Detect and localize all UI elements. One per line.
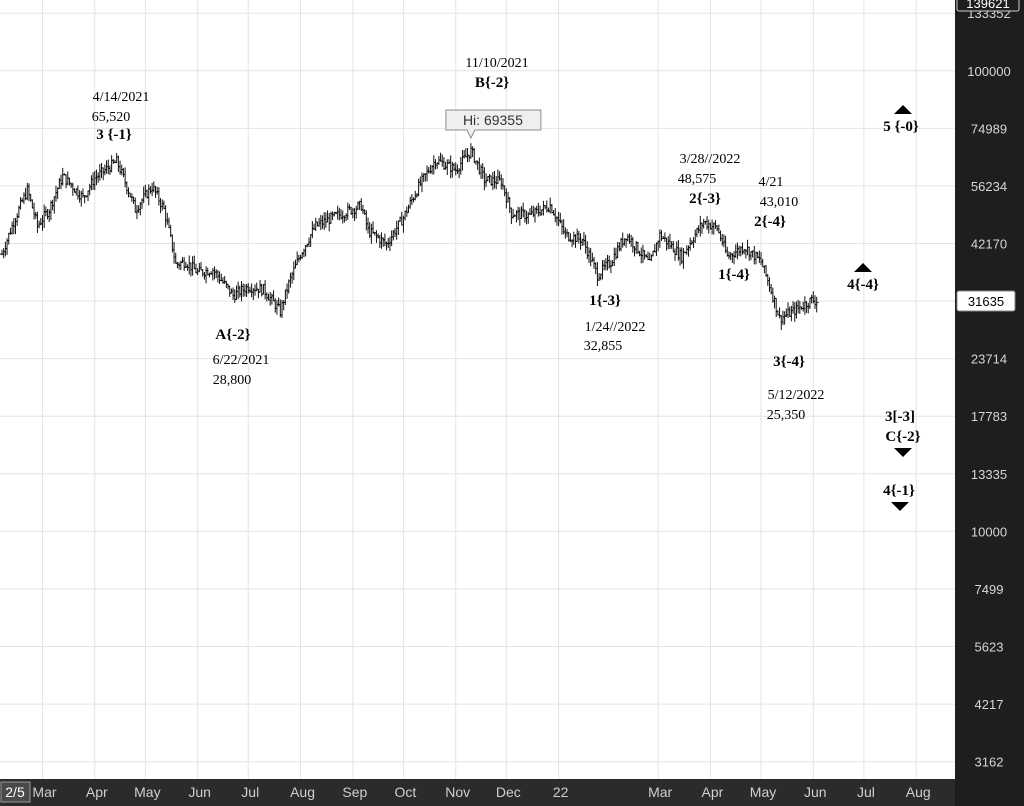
current-price-box bbox=[956, 290, 1016, 312]
y-tick-label: 10000 bbox=[971, 524, 1007, 539]
annotation-apr21-line: 4/21 bbox=[759, 175, 784, 190]
hi-callout-label: Hi: 69355 bbox=[463, 112, 523, 128]
projection-4-1-label: 4{-1} bbox=[883, 483, 915, 499]
hi-callout-box bbox=[445, 109, 542, 140]
annotation-apr21-line: 2{-4} bbox=[754, 214, 786, 230]
annotation-jan24-line: 1/24//2022 bbox=[585, 320, 646, 335]
y-tick-label: 23714 bbox=[971, 352, 1007, 367]
x-tick-label: 22 bbox=[553, 784, 569, 800]
x-tick-label: Dec bbox=[496, 784, 521, 800]
price-bars bbox=[0, 143, 819, 330]
y-tick-label: 42170 bbox=[971, 236, 1007, 251]
wave-annotations: Hi: 69355 4/14/2021 65,520 3 {-1} A{-2} 6/22/… bbox=[92, 56, 921, 511]
annotation-mar28-line: 3/28//2022 bbox=[680, 152, 741, 167]
projection-3-3-c-2-label2: C{-2} bbox=[885, 429, 920, 445]
y-tick-label: 5623 bbox=[975, 640, 1004, 655]
annotation-jun22-line: 6/22/2021 bbox=[213, 353, 270, 368]
top-price-box bbox=[956, 0, 1020, 12]
annotation-may12-line: 5/12/2022 bbox=[768, 388, 825, 403]
x-tick-label: Aug bbox=[906, 784, 931, 800]
projection-4-4-label: 4{-4} bbox=[847, 277, 879, 293]
y-tick-label: 74989 bbox=[971, 121, 1007, 136]
annotation-nov10-line: B{-2} bbox=[475, 75, 509, 91]
time-axis-bar[interactable] bbox=[0, 779, 955, 806]
projection-4-4-arrow-icon bbox=[854, 263, 872, 272]
annotation-apr21-line: 43,010 bbox=[760, 195, 799, 210]
x-tick-label: Apr bbox=[86, 784, 108, 800]
x-tick-label: May bbox=[750, 784, 776, 800]
annotation-may12-line: 3{-4} bbox=[773, 354, 805, 370]
x-tick-label: Oct bbox=[395, 784, 417, 800]
annotation-apr14-line: 4/14/2021 bbox=[93, 90, 150, 105]
annotation-apr14-line: 65,520 bbox=[92, 110, 131, 125]
annotation-apr-wave1-line: 1{-4} bbox=[718, 267, 750, 283]
x-tick-label: 2/5 bbox=[5, 784, 25, 800]
x-tick-label: Jul bbox=[241, 784, 259, 800]
x-tick-label: May bbox=[134, 784, 160, 800]
annotation-nov10-line: 11/10/2021 bbox=[465, 56, 528, 71]
annotation-jan24-line: 1{-3} bbox=[589, 293, 621, 309]
x-tick-label: Sep bbox=[342, 784, 367, 800]
y-tick-label: 4217 bbox=[975, 697, 1004, 712]
annotation-jun22-line: 28,800 bbox=[213, 373, 252, 388]
x-tick-label: Apr bbox=[702, 784, 724, 800]
date-start-box bbox=[0, 781, 31, 803]
y-tick-label: 100000 bbox=[967, 64, 1010, 79]
y-tick-label: 3162 bbox=[975, 755, 1004, 770]
x-tick-label: Mar bbox=[32, 784, 56, 800]
projection-5-0-arrow-icon bbox=[894, 105, 912, 114]
y-tick-label: 17783 bbox=[971, 409, 1007, 424]
x-tick-label: Jun bbox=[804, 784, 827, 800]
projection-4-1-arrow-icon bbox=[891, 502, 909, 511]
x-tick-label: Aug bbox=[290, 784, 315, 800]
annotation-mar28-line: 48,575 bbox=[678, 172, 717, 187]
y-tick-label: 13335 bbox=[971, 467, 1007, 482]
top-price-label: 139621 bbox=[966, 0, 1009, 11]
annotation-apr14-line: 3 {-1} bbox=[96, 127, 132, 143]
y-tick-label: 56234 bbox=[971, 179, 1007, 194]
annotation-may12-line: 25,350 bbox=[767, 408, 806, 423]
grid-lines bbox=[0, 0, 955, 779]
price-axis-panel[interactable] bbox=[955, 0, 1024, 806]
y-tick-label: 7499 bbox=[975, 582, 1004, 597]
x-tick-label: Mar bbox=[648, 784, 672, 800]
projection-3-3-c-2-label: 3[-3] bbox=[885, 409, 915, 425]
annotation-mar28-line: 2{-3} bbox=[689, 191, 721, 207]
x-tick-label: Nov bbox=[445, 784, 470, 800]
current-price-label: 31635 bbox=[968, 294, 1004, 309]
projection-5-0-label: 5 {-0} bbox=[883, 119, 919, 135]
x-tick-label: Jun bbox=[188, 784, 211, 800]
annotation-jan24-line: 32,855 bbox=[584, 339, 623, 354]
x-tick-label: Jul bbox=[857, 784, 875, 800]
annotation-jun22-line: A{-2} bbox=[215, 327, 250, 343]
projection-3-3-c-2-arrow-icon bbox=[894, 448, 912, 457]
